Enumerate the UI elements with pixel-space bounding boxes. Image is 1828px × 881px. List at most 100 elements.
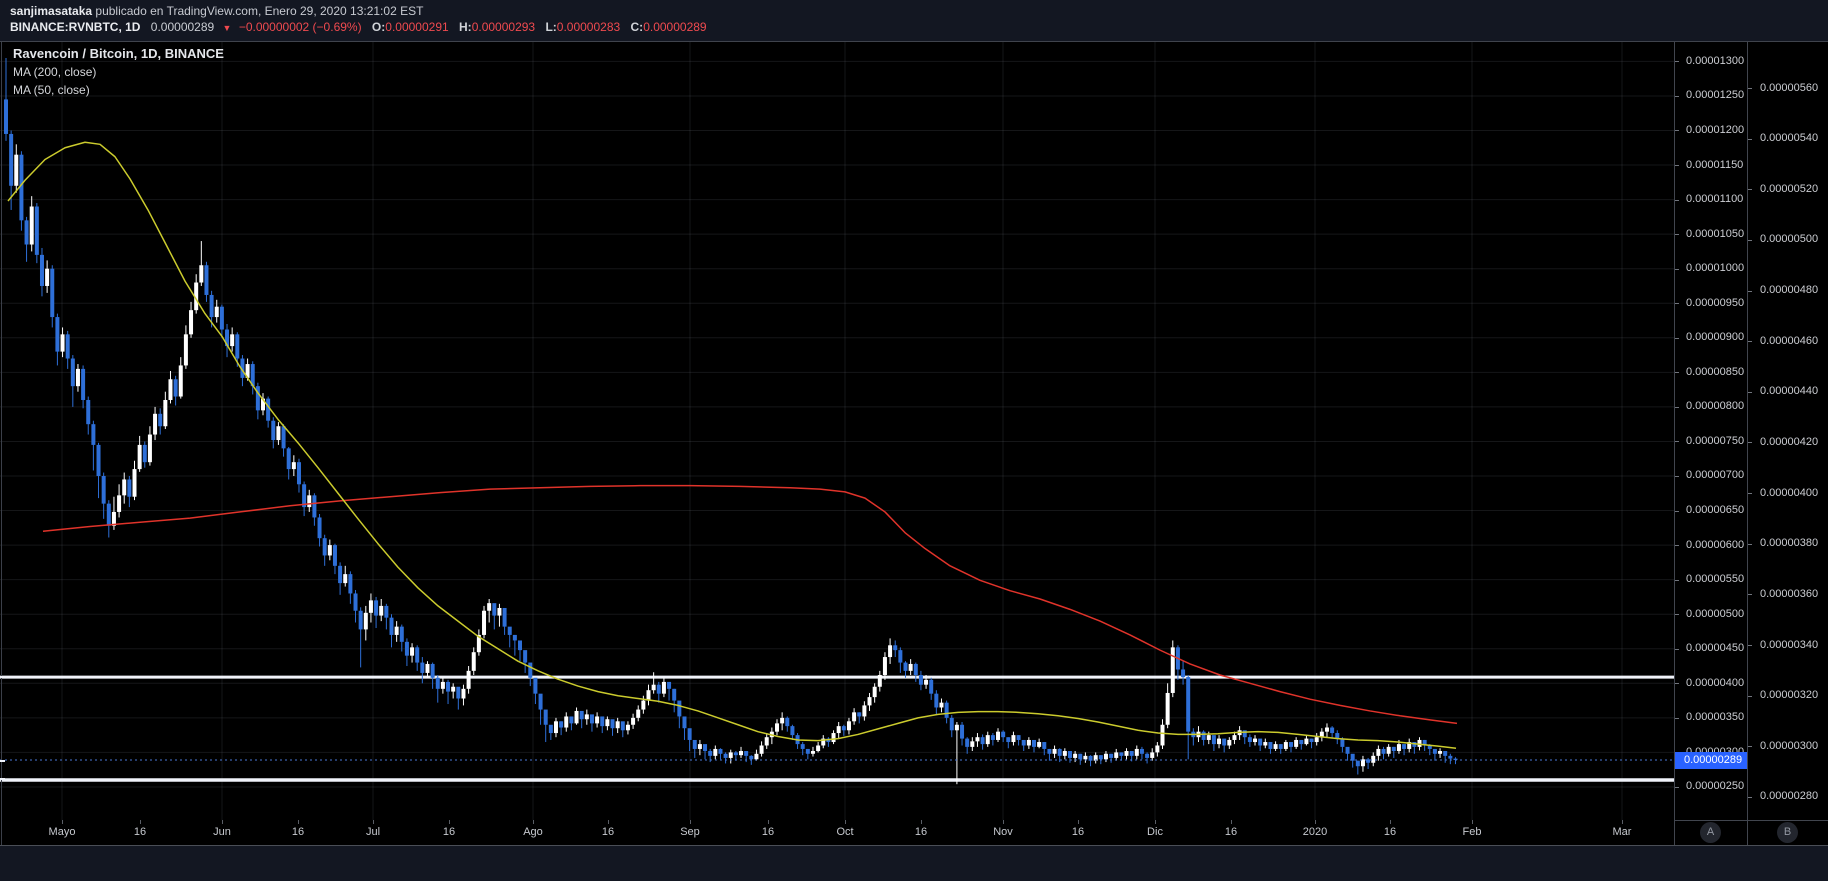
symbol-name[interactable]: BINANCE:RVNBTC, 1D xyxy=(10,20,141,34)
time-tick xyxy=(1390,820,1391,824)
price-tick xyxy=(1748,544,1752,545)
price-axis-label: 0.00000380 xyxy=(1760,537,1819,550)
price-tick xyxy=(1675,545,1679,546)
price-tick xyxy=(1675,511,1679,512)
legend-symbol-title[interactable]: Ravencoin / Bitcoin, 1D, BINANCE xyxy=(13,46,224,61)
time-tick xyxy=(1078,820,1079,824)
price-axis-label: 0.00000460 xyxy=(1760,334,1819,347)
price-tick xyxy=(1748,240,1752,241)
time-axis-label: 16 xyxy=(442,826,456,838)
legend-ma50[interactable]: MA (50, close) xyxy=(13,83,90,97)
price-scale-b-border xyxy=(1747,42,1748,845)
price-tick xyxy=(1675,234,1679,235)
time-axis-label: 16 xyxy=(601,826,615,838)
price-tick xyxy=(1675,269,1679,270)
price-tick xyxy=(1675,580,1679,581)
price-axis-label: 0.00000400 xyxy=(1686,676,1745,689)
price-axis-label: 0.00000360 xyxy=(1760,587,1819,600)
price-axis-label: 0.00001000 xyxy=(1686,262,1745,275)
price-tick xyxy=(1675,96,1679,97)
price-axis-label: 0.00000280 xyxy=(1760,790,1819,803)
chart-legend: Ravencoin / Bitcoin, 1D, BINANCE MA (200… xyxy=(13,45,224,99)
username: sanjimasataka xyxy=(10,4,93,18)
price-tick xyxy=(1675,649,1679,650)
publish-meta: publicado en TradingView.com, Enero 29, … xyxy=(95,4,424,18)
publish-header: sanjimasataka publicado en TradingView.c… xyxy=(0,0,1828,41)
price-tick xyxy=(1748,341,1752,342)
price-axis-label: 0.00000650 xyxy=(1686,504,1745,517)
price-axis-label: 0.00000850 xyxy=(1686,365,1745,378)
footer-divider xyxy=(0,845,1828,846)
price-tick xyxy=(1675,372,1679,373)
price-tick xyxy=(1748,696,1752,697)
price-axis-label: 0.00000520 xyxy=(1760,182,1819,195)
down-arrow-icon: ▼ xyxy=(222,23,232,33)
time-tick xyxy=(533,820,534,824)
price-tick xyxy=(1748,797,1752,798)
legend-ma200[interactable]: MA (200, close) xyxy=(13,65,97,79)
time-axis-label: Feb xyxy=(1462,826,1482,838)
time-tick xyxy=(373,820,374,824)
last-price: 0.00000289 xyxy=(150,20,215,34)
price-axis-label: 0.00000350 xyxy=(1686,711,1745,724)
publish-info: sanjimasataka publicado en TradingView.c… xyxy=(10,4,423,18)
time-axis-label: 16 xyxy=(291,826,305,838)
price-badge-tick xyxy=(0,760,5,762)
symbol-info-bar: BINANCE:RVNBTC, 1D 0.00000289 ▼ −0.00000… xyxy=(10,20,707,34)
price-axis-label: 0.00001150 xyxy=(1686,158,1744,171)
high-value: 0.00000293 xyxy=(471,20,536,34)
price-axis-label: 0.00001100 xyxy=(1686,193,1744,206)
time-tick xyxy=(1315,820,1316,824)
time-tick xyxy=(1472,820,1473,824)
price-tick xyxy=(1675,165,1679,166)
time-tick xyxy=(1155,820,1156,824)
price-axis-label: 0.00001050 xyxy=(1686,227,1745,240)
price-axis-label: 0.00000450 xyxy=(1686,642,1745,655)
footer-bar: TradingView xyxy=(0,846,1828,881)
price-tick xyxy=(1675,787,1679,788)
time-axis-label: 16 xyxy=(133,826,147,838)
time-tick xyxy=(1622,820,1623,824)
time-axis-label: Ago xyxy=(523,826,543,838)
price-tick xyxy=(1675,130,1679,131)
price-axis-label: 0.00000480 xyxy=(1760,284,1819,297)
time-axis-label: 16 xyxy=(1224,826,1238,838)
hline2-axis-tick xyxy=(0,778,5,780)
axes-corner-border xyxy=(1674,820,1828,821)
price-axis-label: 0.00000400 xyxy=(1760,486,1819,499)
price-axis-label: 0.00001300 xyxy=(1686,54,1745,67)
time-tick xyxy=(1231,820,1232,824)
price-axis-label: 0.00001250 xyxy=(1686,89,1745,102)
price-tick xyxy=(1675,338,1679,339)
time-tick xyxy=(921,820,922,824)
header-divider xyxy=(0,41,1828,42)
price-axis-label: 0.00000750 xyxy=(1686,434,1745,447)
plot-left-border xyxy=(1,42,2,845)
price-scale-a-button[interactable]: A xyxy=(1700,822,1721,843)
price-axis-label: 0.00000340 xyxy=(1760,638,1819,651)
high-label: H: xyxy=(459,20,472,34)
hline-axis-tick xyxy=(0,676,5,678)
time-axis-label: Oct xyxy=(836,826,854,838)
open-value: 0.00000291 xyxy=(385,20,449,34)
price-tick xyxy=(1748,291,1752,292)
price-tick xyxy=(1675,718,1679,719)
price-axis-label: 0.00000700 xyxy=(1686,469,1745,482)
price-tick xyxy=(1675,614,1679,615)
price-tick xyxy=(1675,61,1679,62)
price-tick xyxy=(1748,645,1752,646)
price-tick xyxy=(1748,594,1752,595)
price-tick xyxy=(1675,476,1679,477)
time-axis-label: 16 xyxy=(1383,826,1397,838)
price-tick xyxy=(1748,88,1752,89)
chart-canvas[interactable] xyxy=(0,42,1674,820)
last-price-badge: 0.00000289 xyxy=(1675,752,1747,769)
price-axis-label: 0.00000440 xyxy=(1760,385,1819,398)
time-axis-label: Sep xyxy=(680,826,700,838)
price-axis-label: 0.00000900 xyxy=(1686,331,1745,344)
time-tick xyxy=(768,820,769,824)
price-scale-b-button[interactable]: B xyxy=(1777,822,1798,843)
low-value: 0.00000283 xyxy=(556,20,621,34)
price-axis-label: 0.00000550 xyxy=(1686,573,1745,586)
